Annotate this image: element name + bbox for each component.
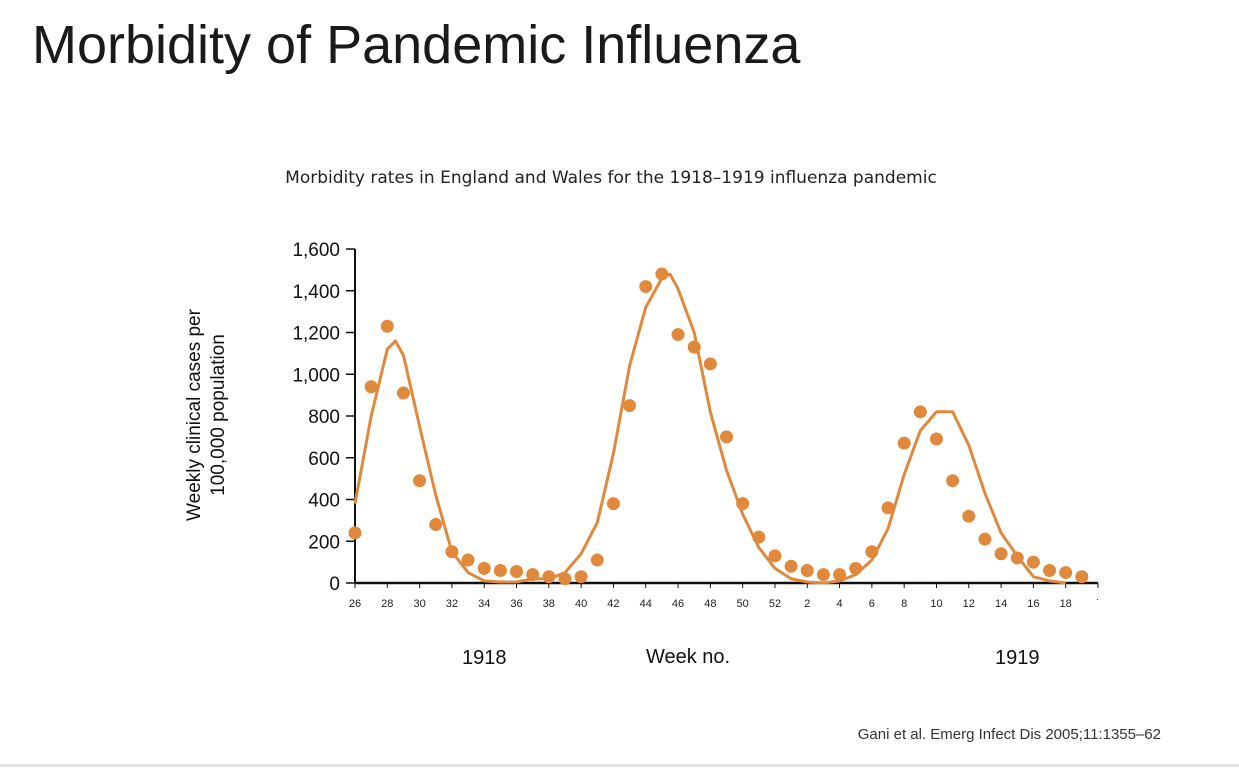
x-tick-label: 34	[478, 598, 490, 610]
data-point	[558, 572, 572, 586]
data-point	[703, 357, 717, 371]
data-point	[445, 545, 459, 559]
data-point	[994, 547, 1008, 561]
y-tick-label: 800	[308, 407, 340, 428]
data-point	[655, 267, 669, 281]
data-point	[897, 436, 911, 450]
y-tick-label: 1,000	[292, 365, 340, 386]
x-tick-label: 38	[543, 598, 555, 610]
x-axis-title: Week no.	[646, 646, 730, 668]
x-tick-label: 30	[413, 598, 425, 610]
y-tick-label: 400	[308, 491, 340, 512]
y-axis-title: Weekly clinical cases per	[184, 308, 205, 521]
y-tick-label: 1,200	[292, 324, 340, 345]
data-point	[461, 553, 475, 567]
data-point	[1010, 551, 1024, 565]
data-point	[816, 568, 830, 582]
data-point	[752, 530, 766, 544]
data-point	[477, 561, 491, 575]
data-point	[542, 570, 556, 584]
y-tick-label: 1,400	[292, 282, 340, 303]
x-tick-label: 10	[930, 598, 942, 610]
x-tick-label: 8	[901, 598, 907, 610]
x-tick-label: 28	[381, 598, 393, 610]
data-point	[978, 532, 992, 546]
y-tick-label: 1,600	[292, 240, 340, 261]
fitted-curve-line	[353, 272, 1066, 585]
x-tick-label: 48	[704, 598, 716, 610]
data-point	[800, 563, 814, 577]
year-label: 1919	[995, 647, 1040, 669]
data-point	[1075, 570, 1089, 584]
data-point	[913, 405, 927, 419]
x-tick-label: 50	[737, 598, 749, 610]
x-tick-label: 14	[995, 598, 1007, 610]
y-axis-title: 100,000 population	[208, 334, 229, 496]
data-point	[1059, 566, 1073, 580]
x-tick-label: 2	[804, 598, 810, 610]
x-tick-label: 42	[607, 598, 619, 610]
data-point	[865, 545, 879, 559]
x-tick-label: 32	[446, 598, 458, 610]
slide-title: Morbidity of Pandemic Influenza	[32, 15, 801, 75]
data-point	[590, 553, 604, 567]
data-point	[510, 565, 524, 579]
y-tick-label: 200	[308, 532, 340, 553]
data-point	[348, 526, 362, 540]
data-point	[413, 474, 427, 488]
y-tick-label: 600	[308, 449, 340, 470]
data-point	[833, 568, 847, 582]
x-tick-label: 26	[349, 598, 361, 610]
data-point	[1043, 563, 1057, 577]
year-label: 1918	[462, 647, 507, 669]
x-tick-label: 44	[640, 598, 652, 610]
x-tick-label: 18	[1060, 598, 1072, 610]
x-tick-label: 16	[1027, 598, 1039, 610]
data-point	[736, 497, 750, 511]
data-point	[671, 328, 685, 342]
data-point	[623, 399, 637, 413]
bottom-divider	[0, 764, 1239, 767]
x-tick-label: 36	[510, 598, 522, 610]
data-point	[364, 380, 378, 394]
x-tick-label: 46	[672, 598, 684, 610]
data-point	[687, 340, 701, 354]
data-point	[768, 549, 782, 563]
data-point	[639, 280, 653, 294]
data-point	[849, 561, 863, 575]
x-tick-label: 52	[769, 598, 781, 610]
data-point	[881, 501, 895, 515]
data-point	[1026, 555, 1040, 569]
data-point	[429, 518, 443, 532]
data-point	[720, 430, 733, 444]
x-tick-label: 12	[963, 598, 975, 610]
x-tick-label: ˙	[1096, 598, 1100, 610]
data-point	[493, 563, 507, 577]
x-tick-label: 40	[575, 598, 587, 610]
data-point	[946, 474, 960, 488]
data-point	[784, 559, 798, 573]
data-point	[380, 319, 394, 333]
data-point	[929, 432, 943, 446]
data-point	[526, 568, 540, 582]
y-tick-label: 0	[329, 574, 340, 595]
data-point	[606, 497, 620, 511]
data-point	[574, 570, 588, 584]
chart-title: Morbidity rates in England and Wales for…	[285, 168, 937, 188]
citation: Gani et al. Emerg Infect Dis 2005;11:135…	[857, 726, 1161, 743]
data-point	[962, 509, 976, 523]
x-tick-label: 6	[869, 598, 875, 610]
x-tick-label: 4	[837, 598, 843, 610]
data-point	[396, 386, 410, 400]
